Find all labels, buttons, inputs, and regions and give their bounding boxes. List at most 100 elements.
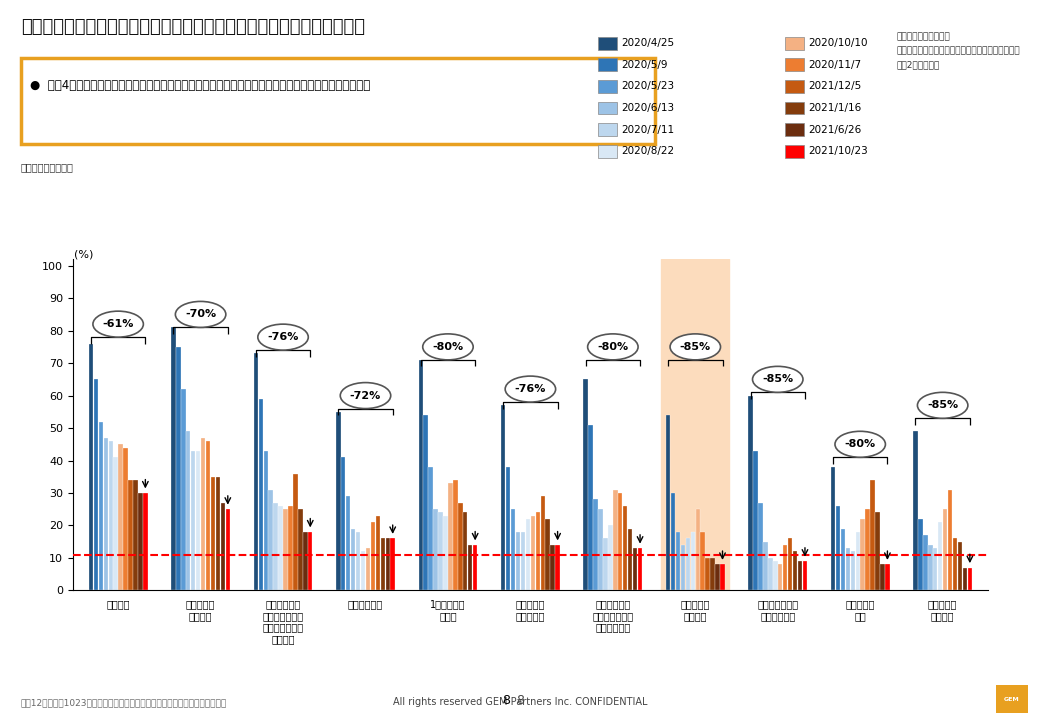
Bar	[589, 425, 593, 590]
Text: 2020/11/7: 2020/11/7	[808, 60, 861, 70]
Text: (%): (%)	[74, 249, 93, 259]
Bar	[211, 477, 215, 590]
Ellipse shape	[93, 311, 144, 337]
Bar	[288, 506, 292, 590]
Text: -76%: -76%	[267, 332, 298, 342]
Ellipse shape	[422, 334, 473, 360]
Bar	[341, 457, 345, 590]
Bar	[696, 509, 700, 590]
Ellipse shape	[176, 302, 226, 328]
Bar	[880, 564, 885, 590]
Bar	[220, 503, 225, 590]
Text: -76%: -76%	[515, 384, 546, 394]
Bar	[390, 539, 395, 590]
Bar	[831, 467, 835, 590]
Text: 2021/6/26: 2021/6/26	[808, 125, 861, 135]
Bar	[701, 532, 705, 590]
Bar	[428, 467, 433, 590]
Bar	[633, 548, 638, 590]
Bar	[144, 493, 148, 590]
Text: -70%: -70%	[185, 310, 216, 320]
Ellipse shape	[753, 366, 803, 392]
Bar	[226, 509, 230, 590]
Bar	[293, 474, 297, 590]
Bar	[375, 516, 380, 590]
Text: ＊今回調査データ掲載: ＊今回調査データ掲載	[896, 32, 951, 41]
Bar	[792, 552, 798, 590]
Text: 8: 8	[516, 694, 524, 707]
Bar	[870, 480, 875, 590]
Bar	[885, 564, 889, 590]
Bar	[721, 564, 725, 590]
Bar	[685, 539, 691, 590]
Bar	[473, 545, 477, 590]
Bar	[598, 509, 603, 590]
Bar	[618, 493, 623, 590]
Bar	[181, 389, 185, 590]
Bar	[88, 343, 94, 590]
Bar	[259, 399, 263, 590]
Bar	[423, 415, 427, 590]
Text: 2020/4/25: 2020/4/25	[621, 38, 674, 48]
Text: -85%: -85%	[762, 374, 794, 384]
Bar	[279, 506, 283, 590]
Bar	[172, 328, 176, 590]
Ellipse shape	[340, 382, 391, 408]
Bar	[443, 516, 447, 590]
Bar	[108, 441, 113, 590]
Bar	[716, 564, 720, 590]
Bar	[603, 539, 607, 590]
Ellipse shape	[670, 334, 721, 360]
Text: 2021/12/5: 2021/12/5	[808, 81, 861, 91]
Bar	[206, 441, 210, 590]
Bar	[876, 513, 880, 590]
Bar	[788, 539, 792, 590]
Ellipse shape	[258, 324, 308, 350]
Text: 8: 8	[502, 694, 511, 707]
Bar	[133, 480, 137, 590]
Bar	[938, 522, 942, 590]
Text: -80%: -80%	[844, 439, 876, 449]
Bar	[274, 503, 278, 590]
Text: -72%: -72%	[349, 390, 381, 400]
Bar	[303, 532, 308, 590]
Bar	[705, 558, 710, 590]
Bar	[860, 519, 865, 590]
Bar	[336, 412, 340, 590]
Bar	[924, 535, 928, 590]
Bar	[283, 509, 288, 590]
Bar	[846, 548, 850, 590]
Bar	[99, 421, 103, 590]
Text: 2020/8/22: 2020/8/22	[621, 146, 674, 156]
Bar	[943, 509, 947, 590]
Bar	[749, 395, 753, 590]
Text: 2020/6/13: 2020/6/13	[621, 103, 674, 113]
Bar	[769, 558, 773, 590]
Text: （各回全体ベース）: （各回全体ベース）	[21, 162, 74, 172]
Text: ＊「遊園地・テーマパーク」「美術館・博物館」は: ＊「遊園地・テーマパーク」「美術館・博物館」は	[896, 47, 1020, 55]
Bar	[516, 532, 520, 590]
Bar	[608, 526, 613, 590]
Bar	[119, 444, 123, 590]
Bar	[113, 457, 118, 590]
Bar	[840, 528, 846, 590]
Text: コロナ流行を受けての自粛の必要性：「絶対に自粛した方がよい」推移: コロナ流行を受けての自粛の必要性：「絶対に自粛した方がよい」推移	[21, 18, 365, 36]
Bar	[953, 539, 957, 590]
Bar	[541, 496, 545, 590]
Bar	[614, 490, 618, 590]
Bar	[676, 532, 680, 590]
Bar	[434, 509, 438, 590]
Bar	[963, 567, 967, 590]
Text: GEM: GEM	[1004, 697, 1020, 701]
Bar	[958, 541, 962, 590]
Bar	[913, 431, 917, 590]
Bar	[128, 480, 133, 590]
Ellipse shape	[917, 392, 968, 418]
Bar	[856, 532, 860, 590]
Bar	[803, 561, 807, 590]
Text: 【第12回調査（1023実施）】新型コロナウイルスの影響トラッキングレポート: 【第12回調査（1023実施）】新型コロナウイルスの影響トラッキングレポート	[21, 698, 227, 707]
Bar	[138, 493, 142, 590]
Bar	[191, 451, 196, 590]
Bar	[536, 513, 540, 590]
Bar	[763, 541, 768, 590]
